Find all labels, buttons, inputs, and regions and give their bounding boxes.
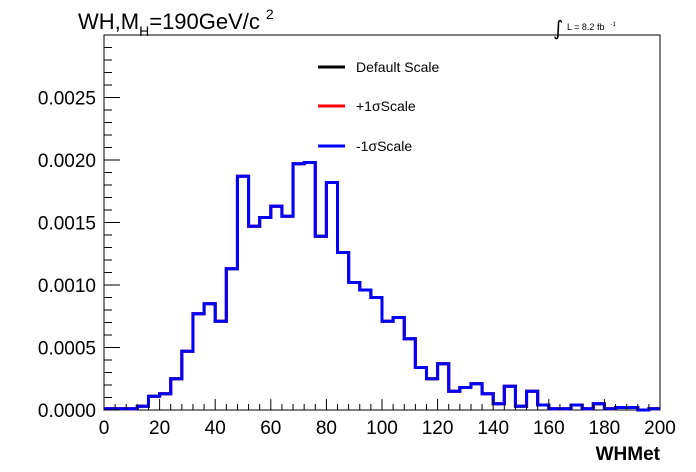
plot-frame: [103, 34, 661, 411]
y-tick-label: 0.0000: [38, 401, 96, 422]
legend-label: +1σScale: [356, 98, 416, 114]
chart-title: WH,MH=190GeV/c 2: [78, 6, 274, 39]
series-layer: [104, 161, 660, 412]
x-tick-label: 120: [422, 418, 454, 439]
x-tick-label: 180: [589, 418, 621, 439]
x-tick-label: 100: [366, 418, 398, 439]
y-tick-label: 0.0015: [38, 214, 96, 235]
y-tick-label: 0.0020: [38, 151, 96, 172]
x-tick-label: 20: [149, 418, 170, 439]
y-tick-label: 0.0005: [38, 339, 96, 360]
x-axis-label: WHMet: [596, 444, 661, 465]
lumi-superscript: -1: [610, 22, 616, 28]
x-tick-label: 160: [533, 418, 565, 439]
lumi-text: L = 8.2 fb: [567, 22, 604, 32]
title-main: WH,M: [78, 9, 139, 34]
x-tick-label: 60: [260, 418, 281, 439]
series-line-1: [104, 161, 660, 412]
y-axis: 0.0000 0.0005 0.0010 0.0015 0.0020 0.0025: [38, 47, 120, 422]
legend-label: Default Scale: [356, 59, 439, 75]
x-tick-label: 80: [316, 418, 337, 439]
svg-text:L = 8.2 fb-1: L = 8.2 fb -1: [567, 22, 616, 32]
legend: Default Scale +1σScale -1σScale: [318, 59, 439, 154]
x-axis: 0 20 40 60 80 100 120 140 160 180 200: [99, 399, 676, 439]
x-tick-label: 140: [477, 418, 509, 439]
luminosity-label: ∫ L = 8.2 fb -1: [553, 16, 616, 40]
title-rest: =190GeV/c: [149, 9, 260, 34]
y-tick-label: 0.0010: [38, 276, 96, 297]
legend-label: -1σScale: [356, 138, 412, 154]
x-tick-label: 40: [205, 418, 226, 439]
x-tick-label: 200: [644, 418, 676, 439]
y-tick-label: 0.0025: [38, 89, 96, 110]
title-superscript: 2: [266, 6, 274, 22]
series-line-3: [104, 161, 660, 412]
svg-text:WH,MH=190GeV/c2: WH,MH=190GeV/c 2: [78, 6, 274, 39]
series-line-2: [104, 161, 660, 412]
x-tick-label: 0: [99, 418, 110, 439]
title-subscript: H: [139, 23, 149, 39]
integral-sign: ∫: [553, 16, 563, 40]
